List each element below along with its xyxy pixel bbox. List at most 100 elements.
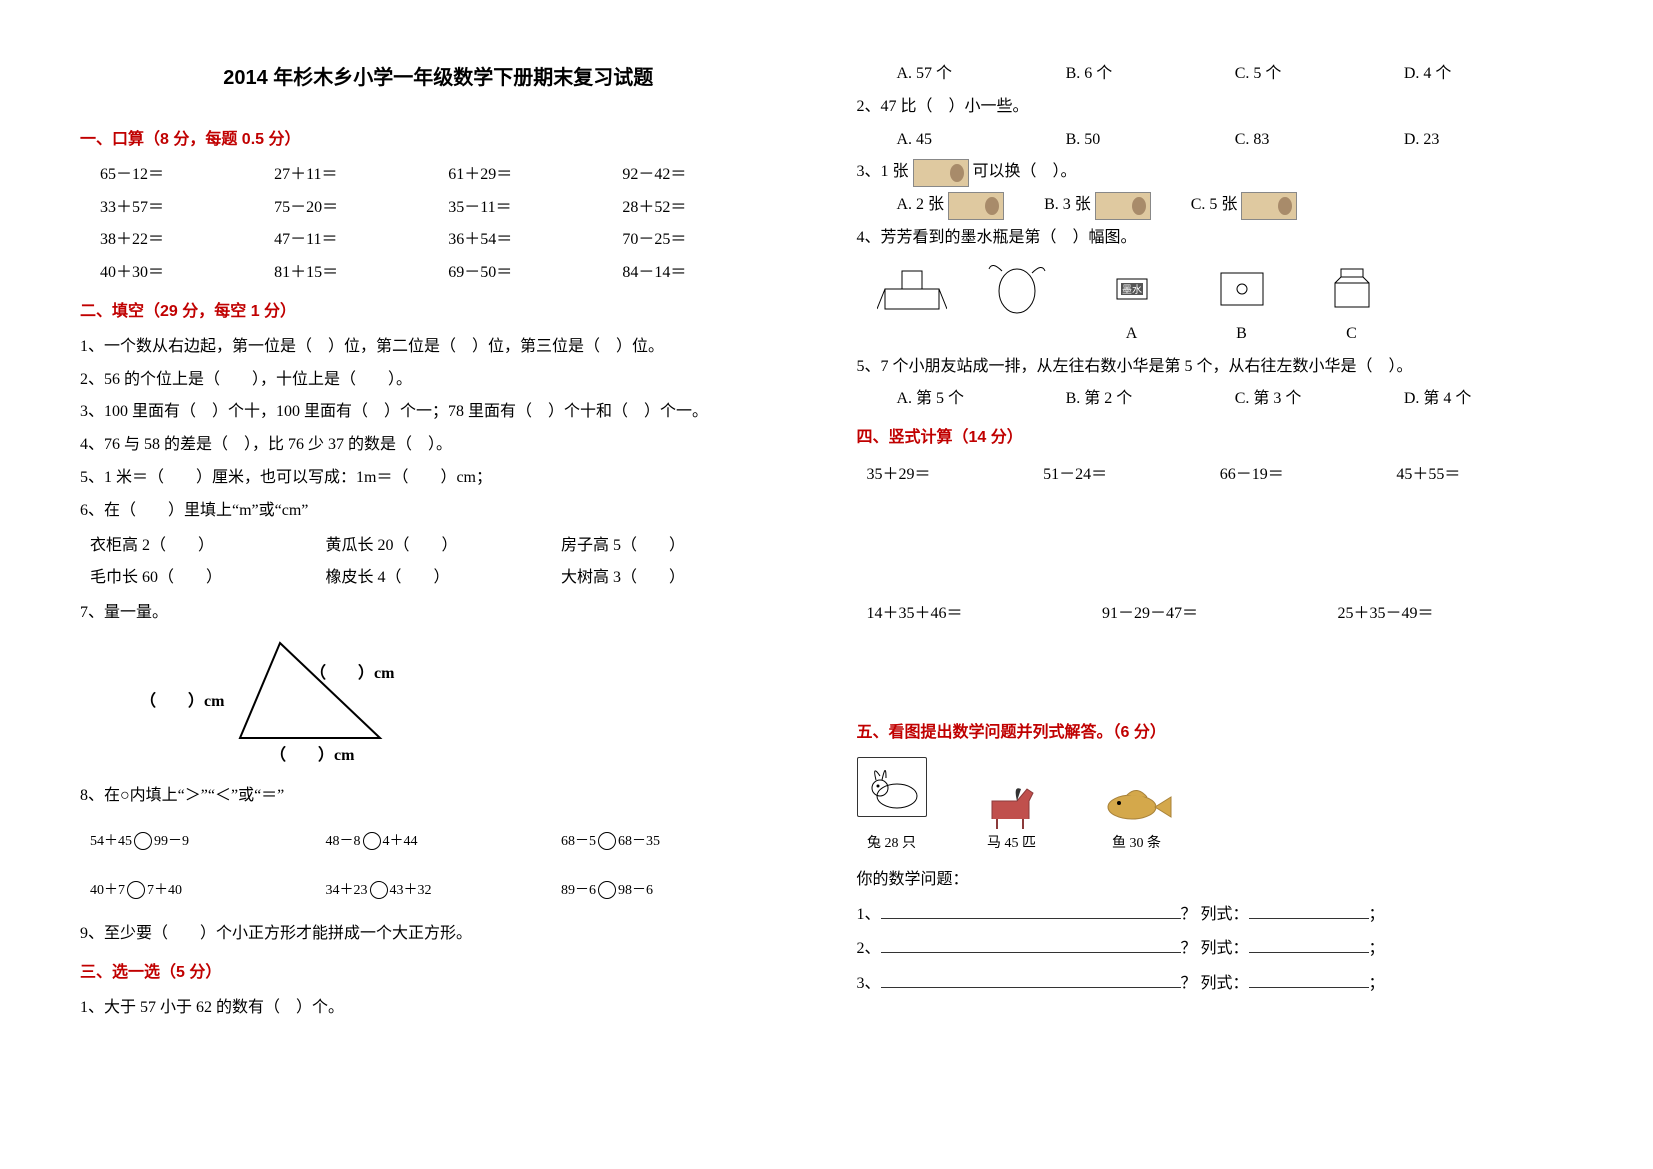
choice-d: D. 第 4 个 [1404,385,1573,414]
choice-d: D. 23 [1404,126,1573,155]
circle-blank [363,832,381,850]
choice-d: D. 4 个 [1404,60,1573,89]
compare-right: 68－35 [618,834,660,849]
qmark: ？ 列式： [1181,935,1249,964]
blank-line-2: 2、 ？ 列式： ； [857,935,1574,964]
compare-left: 54＋45 [90,834,132,849]
calc-item: 35＋29＝ [867,461,1044,490]
choice-c: C. 83 [1235,126,1404,155]
q3-prefix: 3、1 张 [857,163,909,180]
blank-underline [881,903,1181,919]
ink-c [1317,261,1387,316]
choice-c: C. 第 3 个 [1235,385,1404,414]
fish-block: 鱼 30 条 [1097,781,1177,856]
choose-q1: 1、大于 57 小于 62 的数有（ ）个。 [80,994,797,1023]
blank-underline [881,972,1181,988]
calc-item: 47－11＝ [274,226,448,255]
caption-c: C [1317,320,1387,349]
calc-item: 75－20＝ [274,194,448,223]
triangle-figure: （ ）cm （ ）cm （ ）cm [140,638,797,768]
choice-c: C. 5 张 [1191,191,1298,220]
choice-b: B. 50 [1066,126,1235,155]
compare-right: 99－9 [154,834,189,849]
work-space [857,500,1574,560]
q3-choices: A. 2 张 B. 3 张 C. 5 张 [897,191,1574,220]
unit-grid: 衣柜高 2（ ） 黄瓜长 20（ ） 房子高 5（ ） 毛巾长 60（ ） 橡皮… [90,532,797,594]
calc-item: 40＋30＝ [100,259,274,288]
left-column: 2014 年杉木乡小学一年级数学下册期末复习试题 一、口算（8 分，每题 0.5… [50,60,827,1109]
section-3-header: 三、选一选（5 分） [80,959,797,988]
horse-icon [977,771,1047,831]
choose-q5: 5、7 个小朋友站成一排，从左往右数小华是第 5 个，从右往左数小华是（ ）。 [857,353,1574,382]
compare-item: 54＋45 99－9 [90,827,326,856]
q3-tail: 可以换（ ）。 [973,163,1077,180]
line-num: 1、 [857,901,881,930]
unit-item: 毛巾长 60（ ） [90,564,326,593]
choose-q4: 4、芳芳看到的墨水瓶是第（ ）幅图。 [857,224,1574,253]
calc-item: 91－29－47＝ [1102,600,1338,629]
right-column: A. 57 个 B. 6 个 C. 5 个 D. 4 个 2、47 比（ ）小一… [827,60,1604,1109]
fish-icon [1097,781,1177,831]
qmark: ？ 列式： [1181,970,1249,999]
unit-item: 大树高 3（ ） [561,564,797,593]
banknote-icon [1241,192,1297,220]
banknote-icon [913,159,969,187]
circle-blank [127,881,145,899]
splash-icon [987,261,1057,316]
q2-choices: A. 45 B. 50 C. 83 D. 23 [897,126,1574,155]
ink-b [1207,261,1277,316]
fill-q8: 8、在○内填上“＞”“＜”或“＝” [80,782,797,811]
fill-q6: 6、在（ ）里填上“m”或“cm” [80,497,797,526]
fill-q9: 9、至少要（ ）个小正方形才能拼成一个大正方形。 [80,920,797,949]
blank [877,320,947,349]
calc-item: 28＋52＝ [622,194,796,223]
calc-item: 35－11＝ [448,194,622,223]
fill-q1: 1、一个数从右边起，第一位是（ ）位，第二位是（ ）位，第三位是（ ）位。 [80,333,797,362]
fill-q7: 7、量一量。 [80,599,797,628]
compare-left: 89－6 [561,883,596,898]
section-4-header: 四、竖式计算（14 分） [857,424,1574,453]
tri-label-a: （ ）cm [140,688,224,717]
calc-item: 33＋57＝ [100,194,274,223]
choice-b: B. 第 2 个 [1066,385,1235,414]
calc-item: 84－14＝ [622,259,796,288]
calc-item: 69－50＝ [448,259,622,288]
blank-underline [1249,937,1369,953]
compare-right: 43＋32 [390,883,432,898]
your-question-prompt: 你的数学问题： [857,866,1574,895]
choice-a: A. 第 5 个 [897,385,1066,414]
unit-item: 黄瓜长 20（ ） [326,532,562,561]
blank-underline [881,937,1181,953]
circle-blank [370,881,388,899]
calc-item: 92－42＝ [622,161,796,190]
tri-label-c: （ ）cm [270,742,354,771]
circle-blank [598,832,616,850]
tri-label-b: （ ）cm [310,660,394,689]
blank-underline [1249,903,1369,919]
blank-line-3: 3、 ？ 列式： ； [857,970,1574,999]
choice-c: C. 5 个 [1235,60,1404,89]
calc-item: 45＋55＝ [1396,461,1573,490]
fill-q3: 3、100 里面有（ ）个十，100 里面有（ ）个一；78 里面有（ ）个十和… [80,398,797,427]
line-num: 2、 [857,935,881,964]
line-num: 3、 [857,970,881,999]
choice-a-label: A. 2 张 [897,196,945,213]
caption-b: B [1207,320,1277,349]
calc-item: 66－19＝ [1220,461,1397,490]
blank-line-1: 1、 ？ 列式： ； [857,901,1574,930]
exam-title: 2014 年杉木乡小学一年级数学下册期末复习试题 [80,60,797,96]
calc-item: 61＋29＝ [448,161,622,190]
ink-bottle-icon [1317,261,1387,316]
vertical-row-1: 35＋29＝ 51－24＝ 66－19＝ 45＋55＝ [867,461,1574,490]
banknote-icon [948,192,1004,220]
section-2-header: 二、填空（29 分，每空 1 分） [80,298,797,327]
choice-b: B. 3 张 [1044,191,1151,220]
compare-right: 7＋40 [147,883,182,898]
vertical-row-2: 14＋35＋46＝ 91－29－47＝ 25＋35－49＝ [867,600,1574,629]
choice-c-label: C. 5 张 [1191,196,1238,213]
compare-item: 40＋77＋40 [90,876,326,905]
fish-label: 鱼 30 条 [1097,831,1177,856]
fill-q4: 4、76 与 58 的差是（ ），比 76 少 37 的数是（ ）。 [80,431,797,460]
compare-right: 98－6 [618,883,653,898]
section-1-header: 一、口算（8 分，每题 0.5 分） [80,126,797,155]
